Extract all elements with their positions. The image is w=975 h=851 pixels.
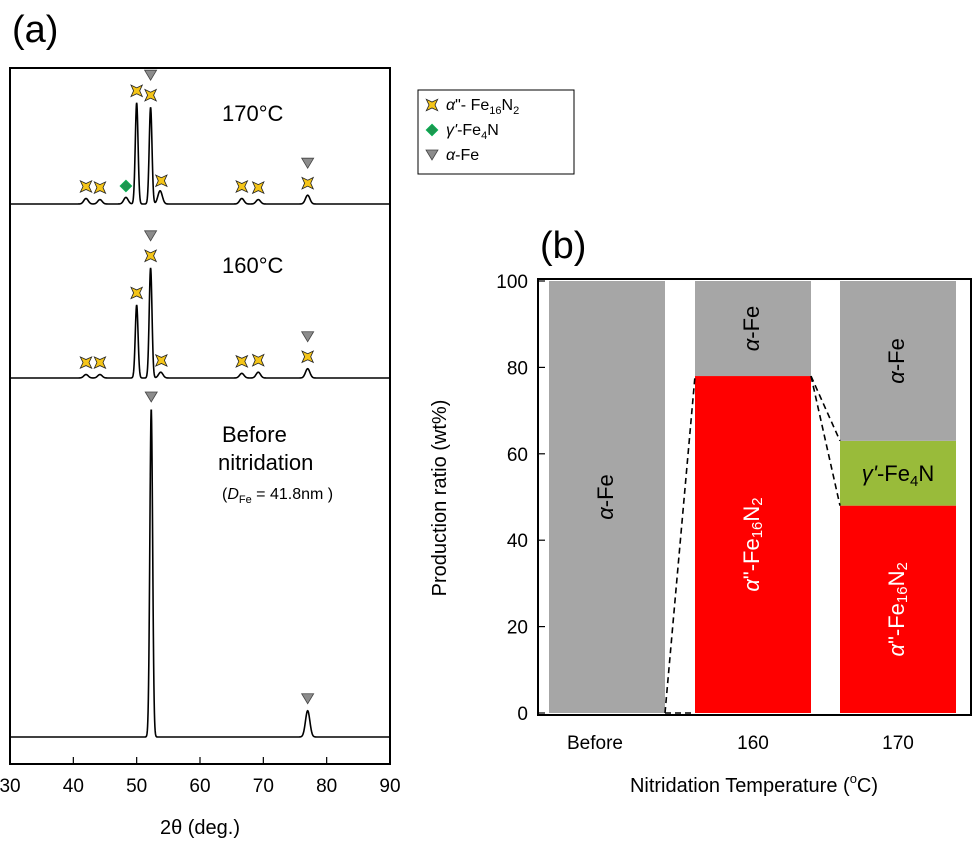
triangle-marker-icon [143,69,158,81]
xrd-peak-markers [79,69,315,705]
diamond-marker-icon [119,179,133,193]
xrd-x-tick-label: 40 [63,776,84,797]
segment-label: α-Fe [593,474,618,520]
bar-category-label: Before [567,733,623,754]
triangle-marker-icon [425,149,439,161]
triangle-marker-icon [300,331,315,343]
legend-entry: α-Fe [446,147,479,164]
star-marker-icon [130,286,144,300]
xrd-xlabel: 2θ (deg.) [160,817,240,839]
segment-label: α-Fe [884,338,909,384]
xrd-plot-frame [9,67,391,765]
note-symbol: D [227,486,239,503]
bar-segment [695,281,811,377]
note-sub: Fe [239,494,252,506]
xrd-x-tick-label: 90 [379,776,400,797]
xrd-curve [10,102,390,205]
xrd-curve [10,409,390,738]
bar-y-tick-label: 100 [496,272,528,293]
bar-segment [549,281,665,713]
star-marker-icon [235,354,249,368]
note-rest: = 41.8nm ) [252,486,333,503]
bar-x-axis: Before 160 170 [567,733,914,754]
diamond-marker-icon [425,123,439,137]
bar-category-label: 170 [882,733,914,754]
bar-y-axis: 0 20 40 60 80 100 [496,272,545,725]
bar-segments: α-Fe α"-Fe16N2 α-Fe α"-Fe16N2 γ'-Fe4N α-Fe [549,281,956,713]
bar-y-tick-label: 80 [507,358,528,379]
star-marker-icon [79,356,93,370]
connector-line [810,375,841,442]
bar-segment [840,505,956,713]
bar-x-axis-title: Nitridation Temperature (oC) [630,771,878,797]
segment-label: γ'-Fe4N [862,461,934,490]
star-marker-icon [301,350,315,364]
bar-xlabel-sup: o [850,771,857,786]
connector-line [810,375,841,506]
xrd-curves [10,102,390,738]
star-marker-icon [251,353,265,367]
xrd-legend: α"- Fe16N2 γ'-Fe4N α-Fe [417,89,575,175]
star-marker-icon [154,174,168,188]
star-marker-icon [93,181,107,195]
segment-label: α"-Fe16N2 [884,562,911,656]
xrd-x-axis-title: 2θ (deg.) [160,817,240,839]
star-marker-icon [235,179,249,194]
crystallite-size-note: (DFe = 41.8nm ) [222,486,333,506]
legend-entry: α"- Fe16N2 [446,97,519,117]
bar-y-tick-label: 40 [507,531,528,552]
star-marker-icon [154,353,168,367]
series-label-before-line1: Before [222,422,287,447]
series-label-160: 160°C [222,253,284,278]
segment-label: α-Fe [739,306,764,352]
bar-y-tick-label: 20 [507,618,528,639]
xrd-x-axis: 30 40 50 60 70 80 90 [0,757,401,797]
xrd-x-tick-label: 70 [253,776,274,797]
star-marker-icon [130,84,144,98]
bar-y-tick-label: 0 [517,704,528,725]
series-label-before-line2: nitridation [218,450,313,475]
bar-connectors [664,375,841,714]
bar-y-axis-title: Production ratio (wt%) [429,400,451,597]
star-marker-icon [301,176,315,190]
segment-label: α"-Fe16N2 [739,497,766,591]
star-marker-icon [144,249,158,263]
star-marker-icon [144,88,158,102]
star-marker-icon [251,181,265,195]
xrd-x-tick-label: 50 [126,776,147,797]
triangle-marker-icon [144,391,158,403]
legend-entry: γ'-Fe4N [446,122,499,142]
connector-line [664,375,696,714]
star-marker-icon [79,179,93,194]
panel-a-label: (a) [12,9,58,51]
star-marker-icon [93,356,107,370]
star-marker-icon [425,98,439,112]
bar-xlabel: Nitridation Temperature ( [630,775,850,797]
bar-plot-frame [537,278,972,716]
bar-xlabel-end: C) [857,775,878,797]
panel-b-label: (b) [540,225,586,267]
bar-segment [840,440,956,506]
series-label-170: 170°C [222,101,284,126]
triangle-marker-icon [300,157,315,169]
triangle-marker-icon [143,230,158,242]
xrd-x-tick-label: 60 [189,776,210,797]
xrd-x-tick-label: 80 [316,776,337,797]
bar-segment [695,376,811,713]
note-prefix: ( [222,486,228,503]
bar-y-tick-label: 60 [507,445,528,466]
xrd-curve [10,267,390,379]
triangle-marker-icon [300,693,315,705]
legend-box [417,89,575,175]
bar-category-label: 160 [737,733,769,754]
xrd-x-tick-label: 30 [0,776,21,797]
bar-segment [840,281,956,441]
